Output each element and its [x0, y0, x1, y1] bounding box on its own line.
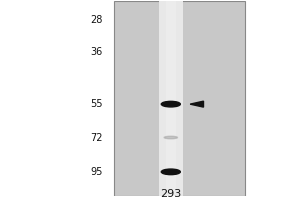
Bar [166, 1, 175, 196]
Polygon shape [190, 101, 203, 107]
Text: 293: 293 [160, 189, 182, 199]
Ellipse shape [161, 169, 180, 175]
Bar [114, 1, 245, 196]
Text: 95: 95 [90, 167, 102, 177]
Bar [159, 1, 183, 196]
Ellipse shape [161, 101, 180, 107]
Text: 55: 55 [90, 99, 102, 109]
Text: 28: 28 [90, 15, 102, 25]
Ellipse shape [164, 136, 178, 139]
Text: 72: 72 [90, 133, 102, 143]
Text: 36: 36 [90, 47, 102, 57]
